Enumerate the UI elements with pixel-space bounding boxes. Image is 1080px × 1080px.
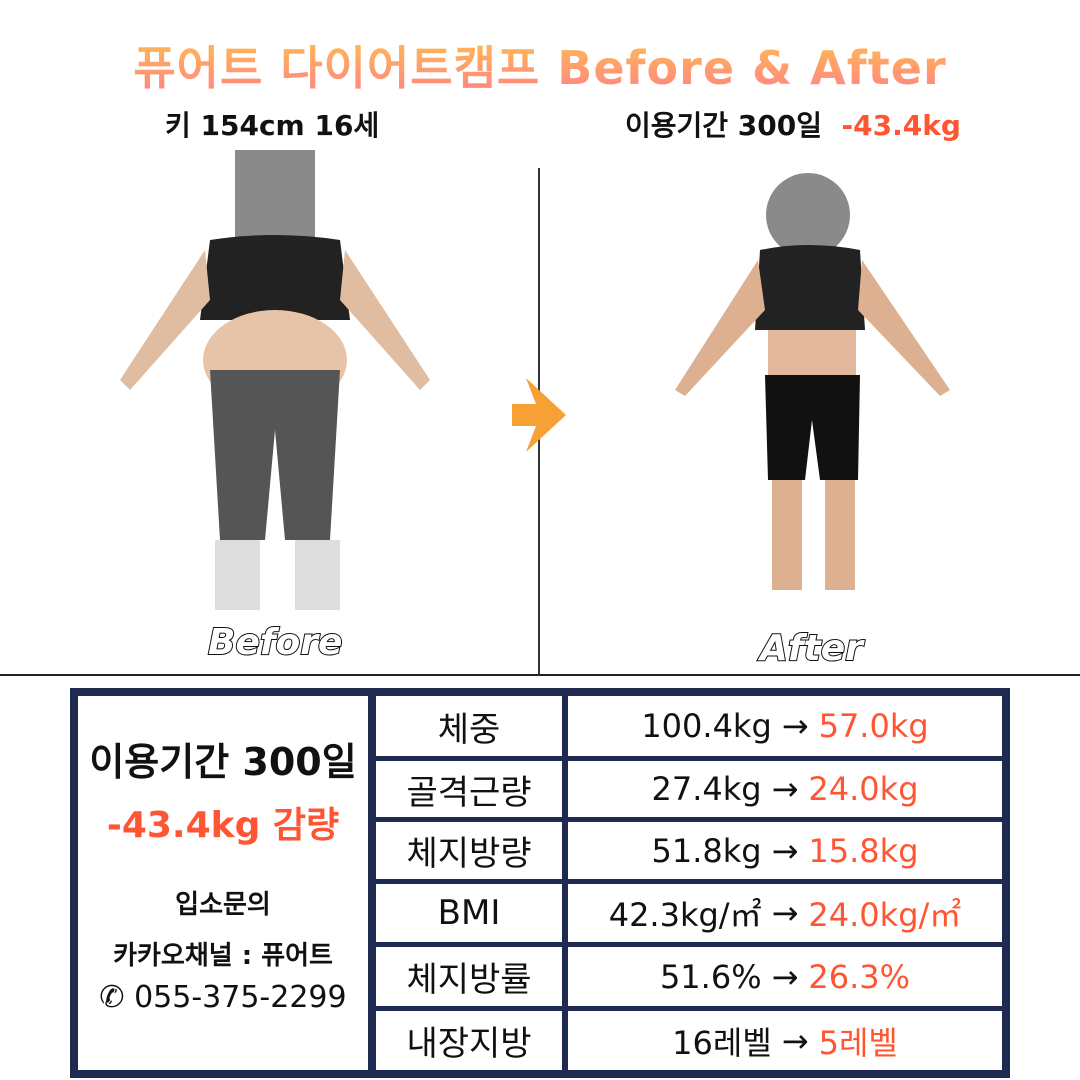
metric-label: 골격근량 (376, 761, 562, 817)
metric-value: 16레벨 → 5레벨 (568, 1011, 1002, 1070)
results-table: 이용기간 300일 -43.4kg 감량 입소문의 카카오채널 : 퓨어트 ✆ … (70, 688, 1010, 1078)
metric-value: 100.4kg → 57.0kg (568, 696, 1002, 756)
phone-icon: ✆ (99, 980, 125, 1015)
summary-phone-line: ✆ 055-375-2299 (99, 980, 346, 1015)
summary-channel: 카카오채널 : 퓨어트 (113, 941, 333, 971)
after-label: After (759, 627, 864, 670)
metric-before: 42.3kg/㎡ (608, 896, 762, 934)
metric-after: 26.3% (808, 957, 911, 996)
summary-inquiry: 입소문의 (175, 890, 271, 920)
arrow-icon: → (781, 707, 809, 745)
arrow-icon: → (771, 957, 799, 996)
metric-before: 100.4kg (641, 707, 772, 745)
arrow-icon: → (771, 894, 799, 932)
arrow-icon: → (771, 831, 799, 870)
metric-label: 체중 (376, 696, 562, 756)
metric-label: 내장지방 (376, 1011, 562, 1070)
before-photo (120, 150, 430, 610)
summary-period: 이용기간 300일 (89, 740, 357, 784)
metric-value: 51.6% → 26.3% (568, 947, 1002, 1006)
summary-phone[interactable]: 055-375-2299 (134, 980, 347, 1015)
summary-loss: -43.4kg 감량 (106, 805, 340, 846)
after-loss: -43.4kg (841, 109, 961, 142)
metric-label: BMI (376, 884, 562, 942)
metric-after: 5레벨 (818, 1023, 898, 1062)
metric-after: 57.0kg (818, 707, 929, 745)
metric-before: 16레벨 (672, 1023, 772, 1062)
metric-value: 42.3kg/㎡ → 24.0kg/㎡ (568, 884, 1002, 942)
summary-cell: 이용기간 300일 -43.4kg 감량 입소문의 카카오채널 : 퓨어트 ✆ … (78, 696, 368, 1070)
metric-label: 체지방률 (376, 947, 562, 1006)
metric-after: 24.0kg (808, 770, 919, 808)
metric-after: 15.8kg (808, 831, 919, 870)
metric-label: 체지방량 (376, 822, 562, 879)
metric-before: 27.4kg (651, 770, 762, 808)
arrow-icon: → (771, 770, 799, 808)
after-period: 이용기간 300일 (625, 109, 822, 142)
metric-after: 24.0kg/㎡ (808, 896, 962, 934)
after-photo (675, 173, 950, 590)
arrow-icon: → (781, 1021, 809, 1060)
metric-value: 51.8kg → 15.8kg (568, 822, 1002, 879)
before-label: Before (207, 621, 343, 664)
before-info: 키 154cm 16세 (165, 109, 380, 142)
page-title: 퓨어트 다이어트캠프 Before & After (0, 32, 1080, 98)
arrow-right-icon (512, 378, 566, 452)
metric-before: 51.6% (659, 957, 762, 996)
metric-before: 51.8kg (651, 831, 762, 870)
after-info: 이용기간 300일 -43.4kg (625, 104, 961, 144)
horizontal-divider (0, 674, 1080, 676)
metric-value: 27.4kg → 24.0kg (568, 761, 1002, 817)
